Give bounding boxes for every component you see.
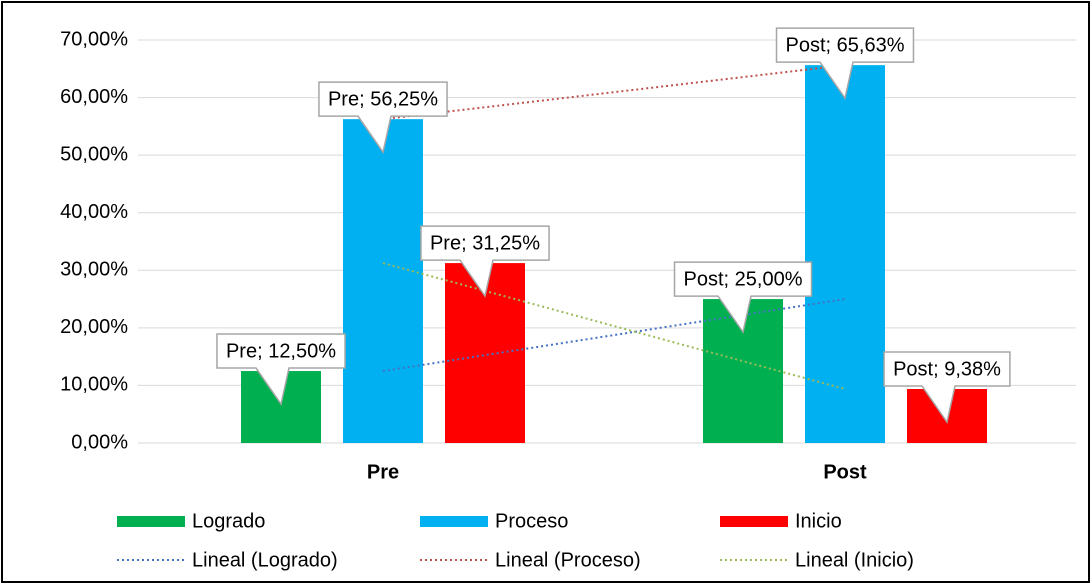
legend-swatch bbox=[117, 516, 185, 527]
data-label: Post; 25,00% bbox=[684, 268, 803, 290]
data-label: Pre; 31,25% bbox=[430, 232, 540, 254]
y-tick-label: 20,00% bbox=[60, 316, 128, 338]
legend-swatch bbox=[720, 516, 788, 527]
y-tick-label: 10,00% bbox=[60, 374, 128, 396]
legend-label: Inicio bbox=[795, 510, 842, 532]
legend-label: Proceso bbox=[495, 510, 568, 532]
y-tick-label: 40,00% bbox=[60, 201, 128, 223]
legend-label: Logrado bbox=[192, 510, 265, 532]
data-label: Pre; 12,50% bbox=[226, 340, 336, 362]
data-label-callout bbox=[318, 81, 448, 154]
data-label: Post; 9,38% bbox=[893, 358, 1001, 380]
x-tick-label: Pre bbox=[367, 461, 399, 483]
bar bbox=[805, 65, 885, 443]
legend-label: Lineal (Logrado) bbox=[192, 549, 338, 571]
data-label-callout bbox=[216, 333, 346, 406]
legend-label: Lineal (Inicio) bbox=[795, 549, 914, 571]
y-tick-label: 30,00% bbox=[60, 259, 128, 281]
data-label: Pre; 56,25% bbox=[328, 88, 438, 110]
data-label-callout bbox=[673, 261, 813, 334]
data-label-callout bbox=[883, 351, 1011, 424]
data-label-callout bbox=[775, 27, 915, 100]
data-label: Post; 65,63% bbox=[786, 34, 905, 56]
legend-swatch bbox=[420, 516, 488, 527]
bar bbox=[343, 119, 423, 444]
data-label-callout bbox=[420, 225, 550, 298]
x-tick-label: Post bbox=[823, 461, 867, 483]
legend-label: Lineal (Proceso) bbox=[495, 549, 641, 571]
y-tick-label: 60,00% bbox=[60, 86, 128, 108]
y-tick-label: 0,00% bbox=[71, 431, 128, 453]
y-tick-label: 70,00% bbox=[60, 28, 128, 50]
y-tick-label: 50,00% bbox=[60, 143, 128, 165]
